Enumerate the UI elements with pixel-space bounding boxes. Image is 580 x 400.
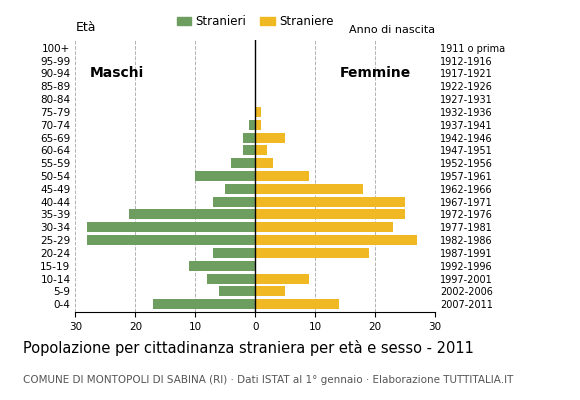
Bar [249, 120, 255, 130]
Bar [255, 197, 405, 207]
Text: Età: Età [75, 20, 96, 34]
Bar [255, 158, 273, 168]
Bar [243, 132, 255, 142]
Text: Anno di nascita: Anno di nascita [349, 24, 435, 34]
Text: Maschi: Maschi [90, 66, 144, 80]
Text: COMUNE DI MONTOPOLI DI SABINA (RI) · Dati ISTAT al 1° gennaio · Elaborazione TUT: COMUNE DI MONTOPOLI DI SABINA (RI) · Dat… [23, 375, 513, 385]
Bar [153, 299, 255, 309]
Bar [88, 222, 255, 232]
Bar [225, 184, 255, 194]
Bar [255, 120, 261, 130]
Text: Popolazione per cittadinanza straniera per età e sesso - 2011: Popolazione per cittadinanza straniera p… [23, 340, 474, 356]
Bar [189, 261, 255, 271]
Bar [255, 210, 405, 220]
Bar [255, 235, 417, 245]
Bar [255, 171, 309, 181]
Bar [195, 171, 255, 181]
Bar [129, 210, 255, 220]
Bar [255, 222, 393, 232]
Bar [207, 274, 255, 284]
Bar [255, 274, 309, 284]
Bar [243, 145, 255, 155]
Bar [213, 197, 255, 207]
Text: Femmine: Femmine [339, 66, 411, 80]
Bar [255, 286, 285, 296]
Bar [88, 235, 255, 245]
Bar [255, 145, 267, 155]
Bar [255, 107, 261, 117]
Bar [255, 132, 285, 142]
Bar [255, 299, 339, 309]
Bar [255, 248, 369, 258]
Bar [213, 248, 255, 258]
Bar [219, 286, 255, 296]
Legend: Stranieri, Straniere: Stranieri, Straniere [172, 10, 339, 33]
Bar [255, 184, 363, 194]
Bar [231, 158, 255, 168]
